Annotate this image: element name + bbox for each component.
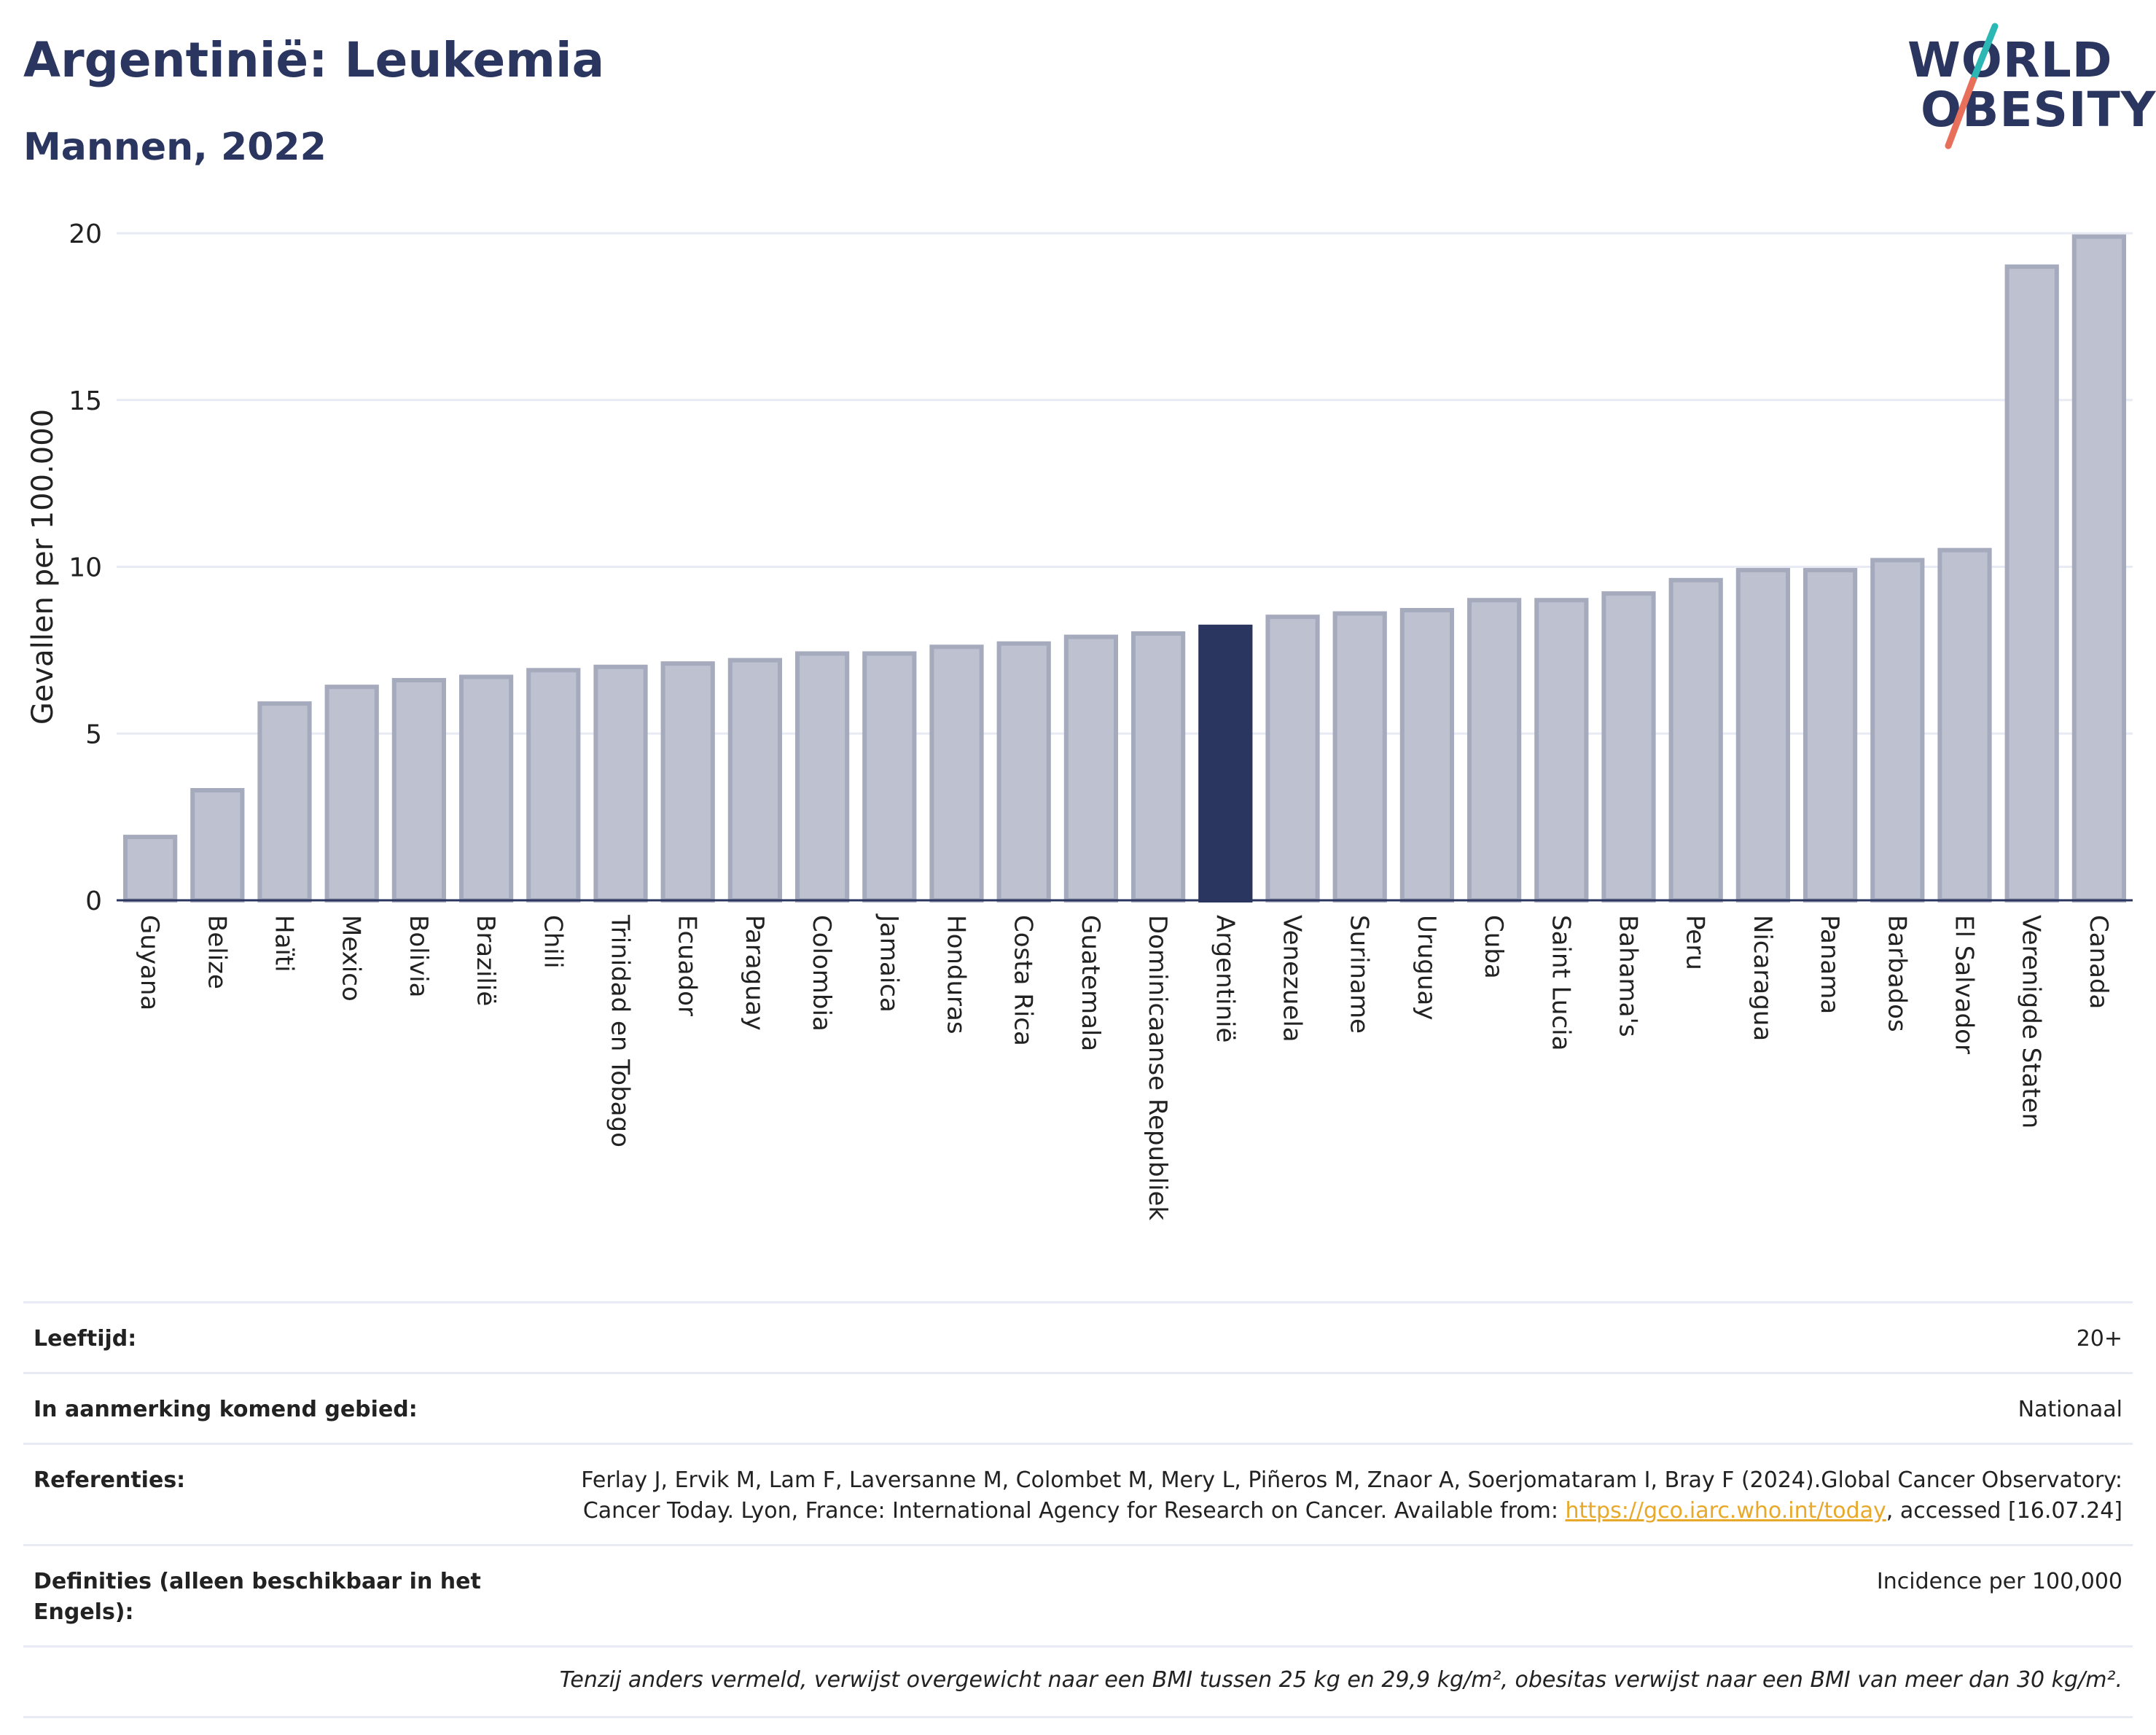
x-tick-label: Cuba	[1479, 915, 1508, 979]
meta-label-age: Leeftijd:	[34, 1326, 137, 1352]
bar	[1063, 634, 1119, 902]
meta-label-references: Referenties:	[34, 1467, 186, 1493]
bar	[1534, 598, 1589, 902]
bar	[1668, 577, 1723, 902]
chart-subtitle: Mannen, 2022	[23, 125, 327, 169]
bar	[929, 644, 984, 902]
metadata-table: Leeftijd: 20+ In aanmerking komend gebie…	[23, 1301, 2133, 1718]
meta-row-age: Leeftijd: 20+	[23, 1301, 2133, 1372]
reference-accessed: , accessed [16.07.24]	[1886, 1498, 2122, 1524]
bar	[1735, 568, 1791, 902]
x-tick-label: Ecuador	[673, 915, 702, 1016]
meta-value-references: Ferlay J, Ervik M, Lam F, Laversanne M, …	[555, 1465, 2122, 1527]
x-tick-label: Brazilië	[471, 915, 500, 1006]
meta-row-area: In aanmerking komend gebied: Nationaal	[23, 1372, 2133, 1443]
bar	[1130, 631, 1186, 902]
bar	[1466, 598, 1522, 902]
x-tick-label: Mexico	[337, 915, 366, 1002]
bar	[190, 788, 245, 903]
bar	[1802, 568, 1858, 902]
meta-label-area: In aanmerking komend gebied:	[34, 1397, 418, 1422]
x-tick-label: Venezuela	[1278, 915, 1307, 1042]
bar	[2004, 264, 2059, 902]
bar	[794, 651, 850, 902]
x-tick-label: Dominicaanse Republiek	[1143, 915, 1172, 1220]
meta-value-definitions: Incidence per 100,000	[1876, 1569, 2122, 1594]
bar	[526, 668, 581, 902]
world-obesity-logo: WORLD OBESITY	[1899, 22, 2155, 153]
bar-highlight	[1198, 624, 1253, 902]
bar	[1332, 611, 1387, 902]
bar	[122, 835, 178, 903]
bar	[593, 664, 648, 902]
logo-text-line1: WORLD	[1907, 32, 2113, 88]
bar	[1601, 591, 1656, 902]
x-tick-label: Bolivia	[404, 915, 433, 997]
meta-value-age: 20+	[2076, 1326, 2122, 1352]
y-tick-label: 5	[85, 720, 102, 749]
x-tick-label: Honduras	[942, 915, 971, 1034]
chart-title: Argentinië: Leukemia	[23, 32, 605, 88]
meta-row-definitions: Definities (alleen beschikbaar in het En…	[23, 1544, 2133, 1645]
bar	[1870, 558, 1925, 902]
x-tick-label: Saint Lucia	[1546, 915, 1575, 1050]
bar	[324, 685, 379, 902]
x-tick-label: Jamaica	[874, 913, 903, 1013]
bar	[1399, 607, 1455, 902]
x-tick-label: Panama	[1815, 915, 1844, 1014]
bar	[257, 701, 312, 902]
logo-slash-icon	[1945, 23, 1999, 149]
reference-text: Ferlay J, Ervik M, Lam F, Laversanne M, …	[581, 1467, 2122, 1524]
x-tick-label: Guatemala	[1076, 915, 1105, 1051]
meta-value-area: Nationaal	[2018, 1397, 2122, 1422]
y-tick-label: 0	[85, 886, 102, 916]
x-tick-label: Belize	[202, 915, 231, 989]
x-tick-label: Colombia	[807, 915, 836, 1032]
x-tick-label: Barbados	[1882, 915, 1911, 1032]
bar	[2071, 234, 2127, 902]
x-tick-label: Costa Rica	[1009, 915, 1038, 1046]
x-tick-label: Trinidad en Tobago	[606, 914, 635, 1147]
x-tick-label: Argentinië	[1210, 915, 1239, 1042]
y-tick-label: 10	[69, 553, 102, 583]
y-tick-label: 15	[69, 386, 102, 416]
bar	[727, 658, 783, 902]
bar	[1937, 547, 1992, 902]
bar	[996, 641, 1051, 902]
meta-row-references: Referenties: Ferlay J, Ervik M, Lam F, L…	[23, 1443, 2133, 1544]
x-tick-label: Bahama's	[1614, 915, 1643, 1037]
bar	[391, 678, 447, 902]
bar	[1265, 615, 1320, 902]
bar	[862, 651, 917, 902]
x-tick-label: Haïti	[270, 915, 299, 972]
x-tick-label: Canada	[2084, 915, 2113, 1009]
x-tick-label: El Salvador	[1950, 915, 1979, 1054]
bmi-footnote: Tenzij anders vermeld, verwijst overgewi…	[23, 1645, 2133, 1718]
bar	[660, 661, 715, 902]
x-tick-label: Paraguay	[740, 915, 769, 1031]
bar-chart: 0 5 10 15 20 Gevallen per 100.000 Guyana Belize…	[26, 219, 2133, 1220]
bar	[458, 674, 514, 902]
y-tick-label: 20	[69, 219, 102, 249]
x-tick-label: Nicaragua	[1748, 915, 1777, 1041]
reference-link[interactable]: https://gco.iarc.who.int/today	[1565, 1498, 1886, 1524]
x-tick-label: Guyana	[135, 915, 164, 1010]
x-tick-label: Verenigde Staten	[2017, 915, 2046, 1128]
meta-label-definitions: Definities (alleen beschikbaar in het En…	[34, 1569, 481, 1625]
x-tick-label: Peru	[1681, 915, 1710, 970]
x-tick-label: Suriname	[1345, 915, 1374, 1034]
x-tick-label: Uruguay	[1412, 915, 1441, 1021]
y-axis-label: Gevallen per 100.000	[26, 409, 60, 725]
x-tick-label: Chili	[538, 915, 567, 969]
